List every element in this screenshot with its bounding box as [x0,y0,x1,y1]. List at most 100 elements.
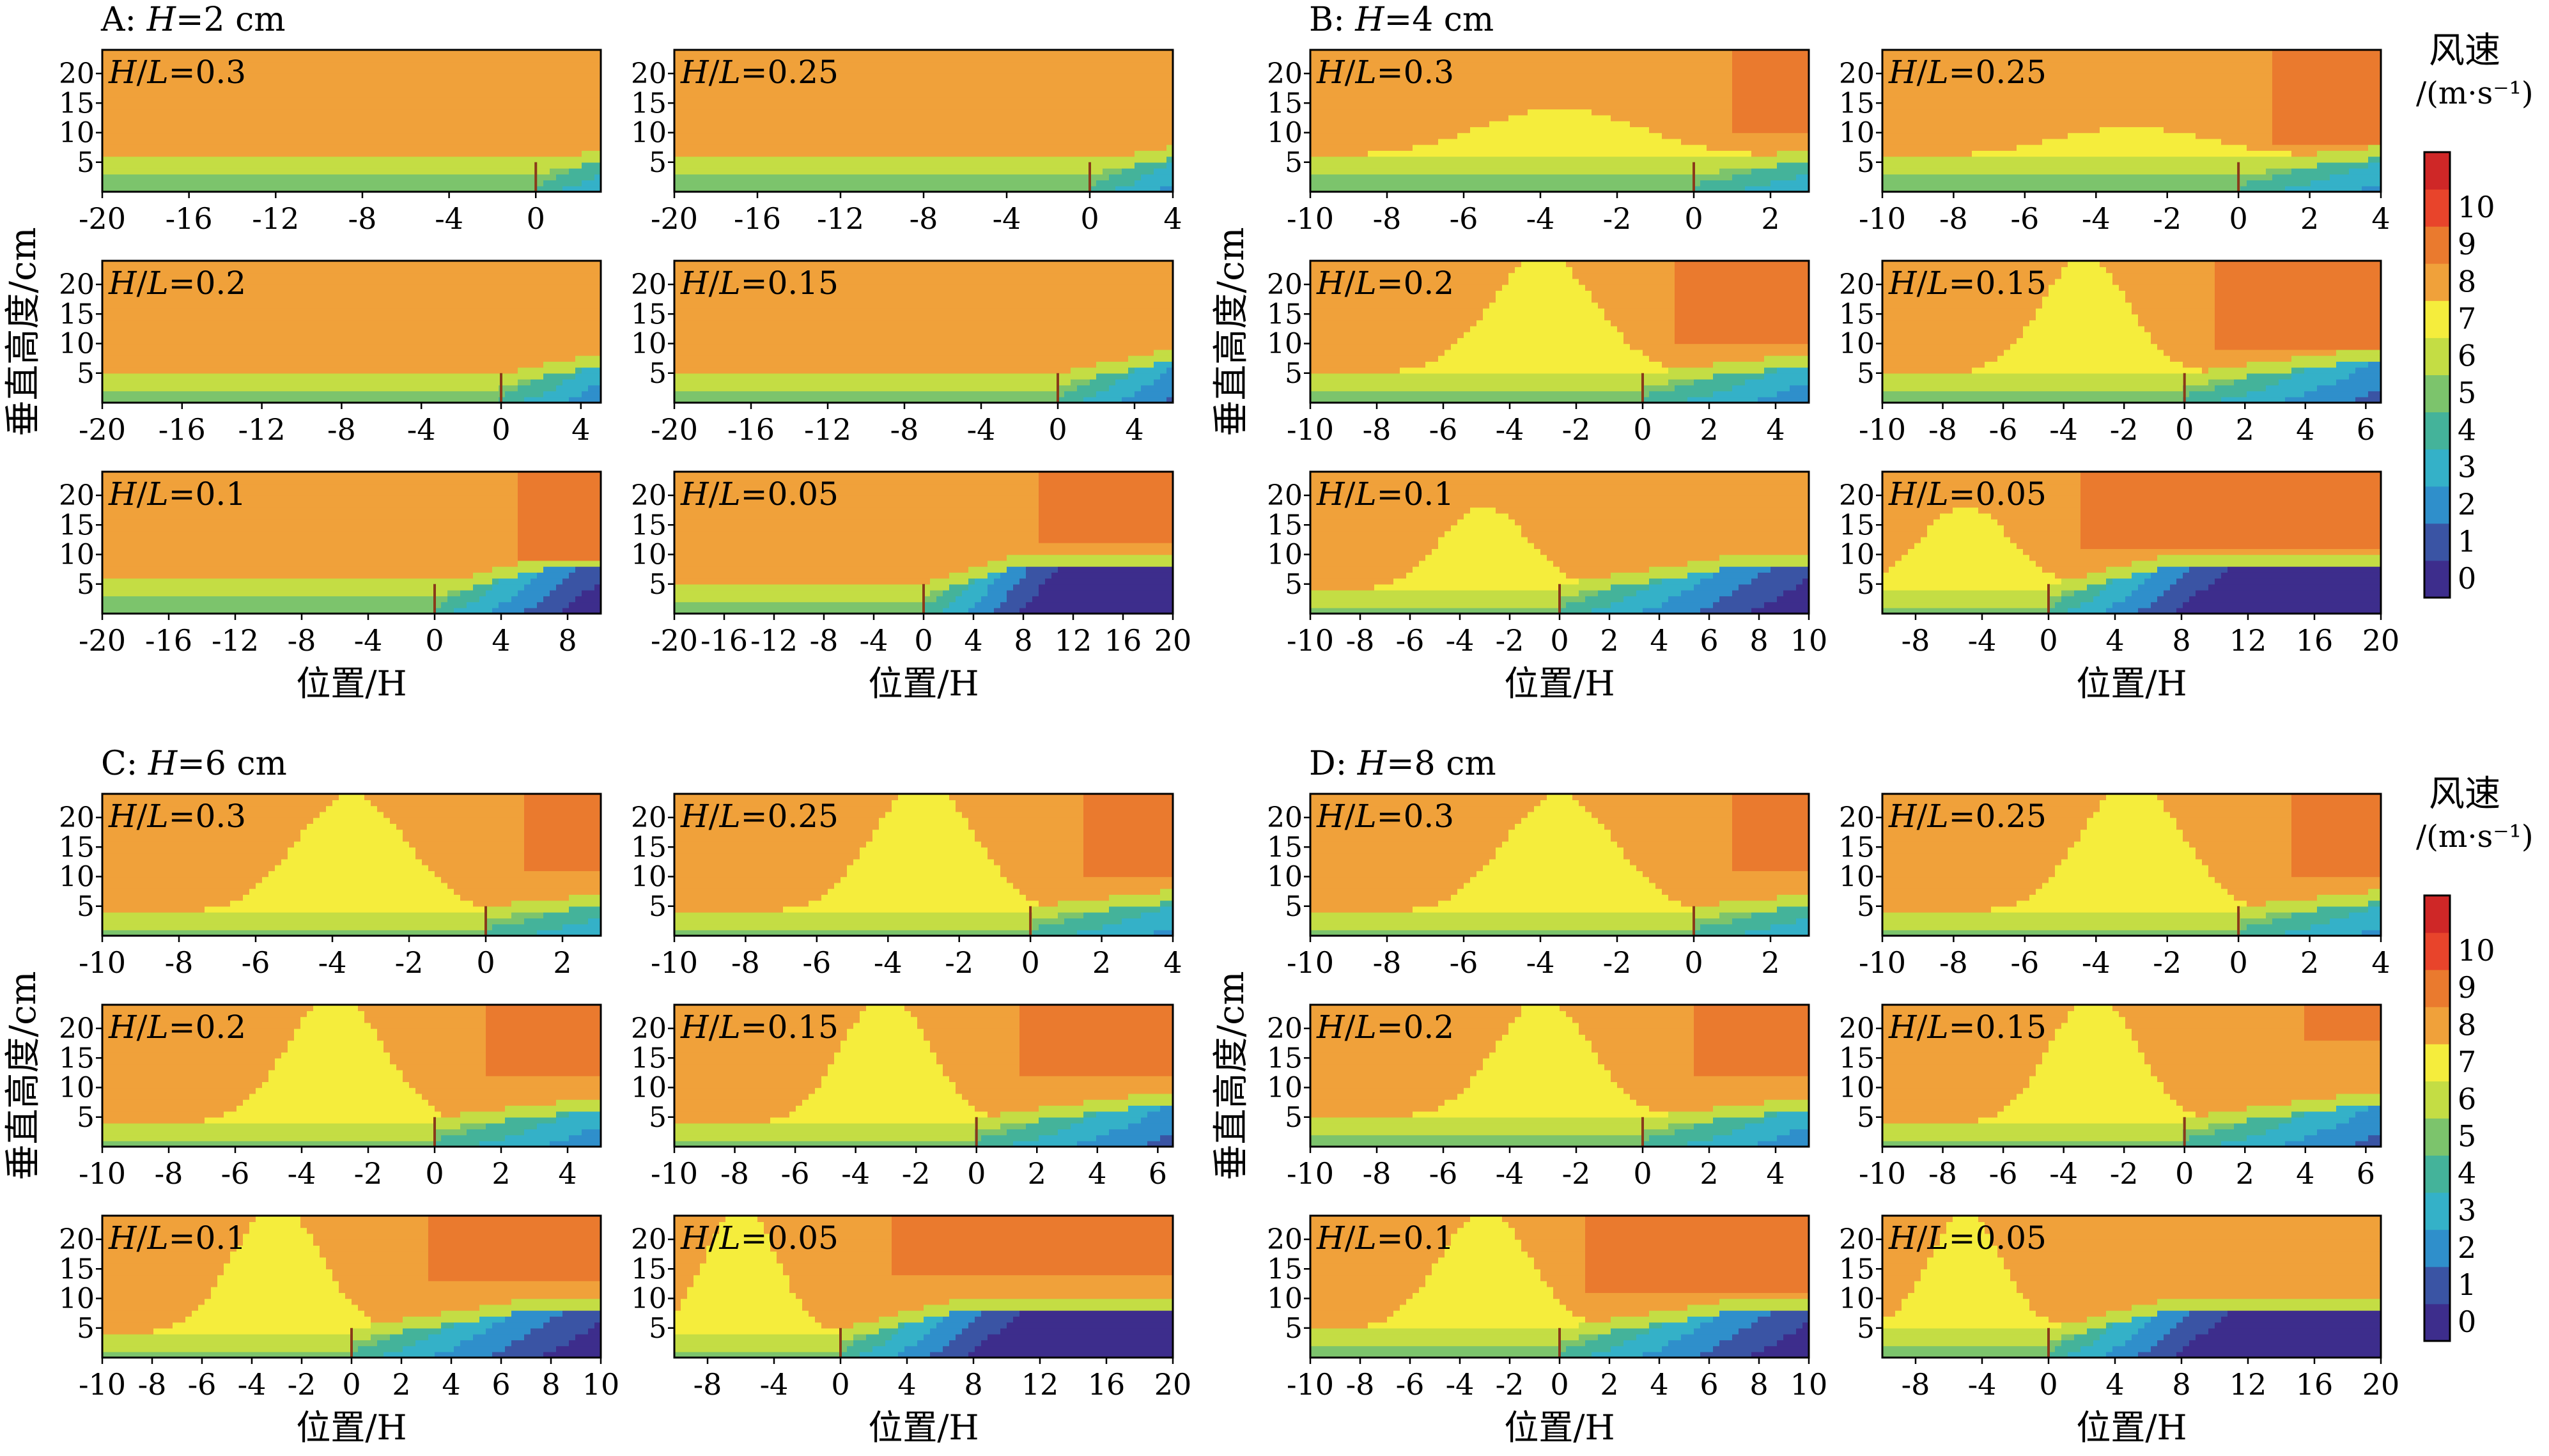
contour-cell [936,85,943,92]
contour-cell [751,180,758,187]
contour-cell [1115,114,1122,121]
contour-cell [693,150,701,157]
contour-cell [205,162,212,169]
contour-cell [268,85,275,92]
contour-cell [994,61,1001,68]
contour-cell [288,61,295,68]
contour-cell [1135,109,1142,116]
y-tick-label: 10 [59,117,95,150]
contour-cell [326,162,333,169]
contour-cell [134,361,141,368]
contour-cell [236,79,244,86]
contour-cell [173,85,180,92]
contour-cell [841,109,848,116]
contour-cell [275,337,282,345]
contour-cell [371,103,378,110]
contour-cell [294,379,301,385]
contour-cell [205,138,212,145]
contour-cell [217,396,224,403]
contour-cell [377,132,384,139]
contour-cell [435,180,442,187]
contour-cell [352,97,359,104]
contour-cell [358,267,365,274]
contour-cell [956,114,963,121]
contour-cell [198,379,205,385]
contour-cell [1058,103,1065,110]
contour-cell [885,127,892,134]
contour-cell [179,180,186,187]
contour-cell [706,121,713,127]
contour-cell [524,168,531,174]
contour-cell [211,325,218,332]
contour-cell [262,121,269,127]
contour-cell [428,56,435,63]
contour-cell [377,396,384,403]
contour-cell [236,373,244,380]
contour-cell [102,121,109,127]
contour-cell [243,308,250,314]
contour-cell [173,97,180,104]
contour-cell [275,261,282,267]
contour-cell [898,174,905,181]
contour-cell [537,168,544,174]
contour-cell [802,67,809,74]
contour-cell [300,373,307,380]
contour-cell [1122,103,1129,110]
contour-cell [153,121,160,127]
contour-cell [930,67,937,74]
contour-cell [518,85,525,92]
contour-cell [479,109,486,116]
contour-cell [738,61,745,68]
contour-cell [256,150,263,157]
contour-cell [879,121,886,127]
contour-cell [1096,56,1103,63]
contour-cell [892,168,899,174]
contour-cell [1032,91,1039,98]
contour-cell [1109,132,1116,139]
contour-cell [147,284,154,291]
contour-cell [141,272,148,279]
contour-cell [531,127,538,134]
x-tick-label: 0 [1080,201,1099,236]
contour-cell [377,332,384,338]
contour-cell [1051,79,1058,86]
contour-cell [1109,174,1116,181]
contour-cell [141,367,148,374]
contour-cell [700,85,707,92]
contour-cell [153,61,160,68]
contour-cell [160,103,167,110]
contour-cell [511,156,518,163]
contour-cell [352,103,359,110]
contour-cell [262,337,269,345]
contour-cell [364,121,371,127]
contour-cell [719,138,726,145]
contour-cell [745,114,752,121]
contour-cell [217,391,224,398]
contour-cell [1128,103,1135,110]
contour-cell [1115,138,1122,145]
contour-cell [454,156,461,163]
contour-cell [505,114,512,121]
contour-cell [153,320,160,327]
contour-cell [681,138,688,145]
contour-cell [320,290,327,297]
contour-cell [1166,103,1173,110]
contour-cell [268,308,275,314]
contour-cell [198,61,205,68]
contour-cell [994,138,1001,145]
contour-cell [377,56,384,63]
contour-cell [543,50,550,56]
contour-cell [898,138,905,145]
contour-cell [1090,144,1097,151]
contour-cell [486,121,493,127]
contour-cell [153,391,160,398]
contour-cell [384,132,391,139]
contour-cell [1013,85,1020,92]
contour-cell [732,174,739,181]
contour-cell [403,261,410,267]
contour-cell [147,103,154,110]
contour-cell [1096,132,1103,139]
contour-cell [447,185,454,192]
contour-cell [313,138,320,145]
contour-cell [109,127,116,134]
